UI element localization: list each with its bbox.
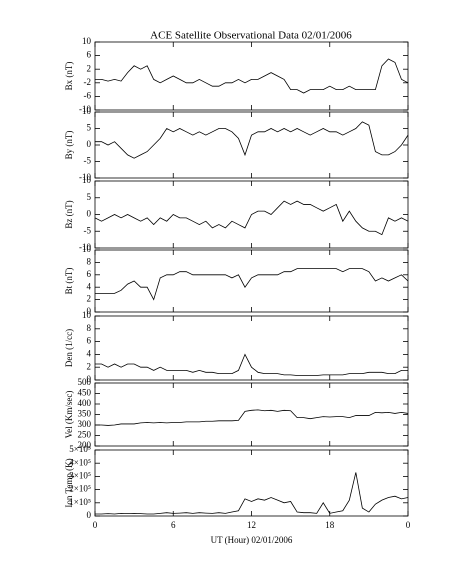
- y-tick-label: 6: [87, 269, 92, 279]
- y-tick-label: 1×10⁵: [69, 497, 91, 507]
- y-tick-label: 5: [87, 123, 92, 133]
- chart-title: ACE Satellite Observational Data 02/01/2…: [150, 30, 352, 42]
- y-tick-label: 5: [87, 192, 92, 202]
- x-tick-label: 12: [247, 520, 256, 530]
- y-axis-label: Bz (nT): [64, 200, 74, 228]
- y-tick-label: 4×10⁵: [69, 457, 91, 467]
- x-tick-label: 6: [171, 520, 176, 530]
- y-tick-label: 2×10⁵: [69, 484, 91, 494]
- y-tick-label: -5: [84, 225, 92, 235]
- y-tick-label: 0: [87, 209, 92, 219]
- x-tick-label: 0: [406, 520, 411, 530]
- y-tick-label: 6: [87, 50, 92, 60]
- y-tick-label: -6: [84, 90, 92, 100]
- y-tick-label: -10: [79, 242, 91, 252]
- y-axis-label: Bt (nT): [64, 268, 74, 295]
- y-tick-label: 300: [78, 419, 92, 429]
- y-tick-label: 0: [87, 374, 92, 384]
- y-tick-label: 8: [87, 323, 92, 333]
- y-tick-label: 2: [87, 294, 92, 304]
- y-tick-label: 10: [82, 175, 92, 185]
- y-tick-label: -10: [79, 172, 91, 182]
- data-line: [95, 409, 409, 426]
- y-axis-label: Bx (nT): [64, 62, 74, 91]
- y-tick-label: 10: [82, 106, 92, 116]
- y-tick-label: 10: [82, 36, 92, 46]
- y-tick-label: 200: [78, 440, 92, 450]
- data-line: [95, 353, 408, 376]
- y-tick-label: 8: [87, 256, 92, 266]
- y-tick-label: 3×10⁵: [69, 470, 91, 480]
- y-tick-label: -2: [84, 77, 92, 87]
- data-line: [95, 58, 409, 94]
- y-tick-label: 0: [87, 139, 92, 149]
- x-tick-label: 0: [93, 520, 98, 530]
- data-line: [95, 472, 409, 515]
- y-tick-label: 10: [82, 310, 92, 320]
- data-line: [94, 200, 409, 236]
- y-axis-label: Vel (Km/sec): [64, 391, 74, 439]
- y-tick-label: -10: [79, 104, 91, 114]
- y-tick-label: -5: [84, 156, 92, 166]
- y-tick-label: 500: [78, 377, 92, 387]
- y-axis-label: Den (1/cc): [64, 329, 74, 367]
- y-tick-label: 400: [78, 398, 92, 408]
- y-tick-label: 10: [82, 244, 92, 254]
- y-tick-label: 450: [78, 388, 92, 398]
- y-tick-label: 6: [87, 336, 92, 346]
- data-line: [95, 268, 409, 301]
- y-tick-label: 4: [87, 348, 92, 358]
- x-axis-label: UT (Hour) 02/01/2006: [211, 535, 293, 545]
- y-tick-label: 2: [87, 63, 92, 73]
- y-tick-label: 350: [78, 409, 92, 419]
- y-tick-label: 250: [78, 430, 92, 440]
- y-tick-label: 5×10⁵: [69, 444, 91, 454]
- y-axis-label: Ion Temp (K): [64, 458, 74, 507]
- y-tick-label: 0: [87, 510, 92, 520]
- data-line: [95, 121, 409, 159]
- x-tick-label: 18: [325, 520, 335, 530]
- y-axis-label: By (nT): [64, 131, 74, 160]
- y-tick-label: 2: [87, 361, 92, 371]
- y-tick-label: 4: [87, 281, 92, 291]
- y-tick-label: 0: [87, 306, 92, 316]
